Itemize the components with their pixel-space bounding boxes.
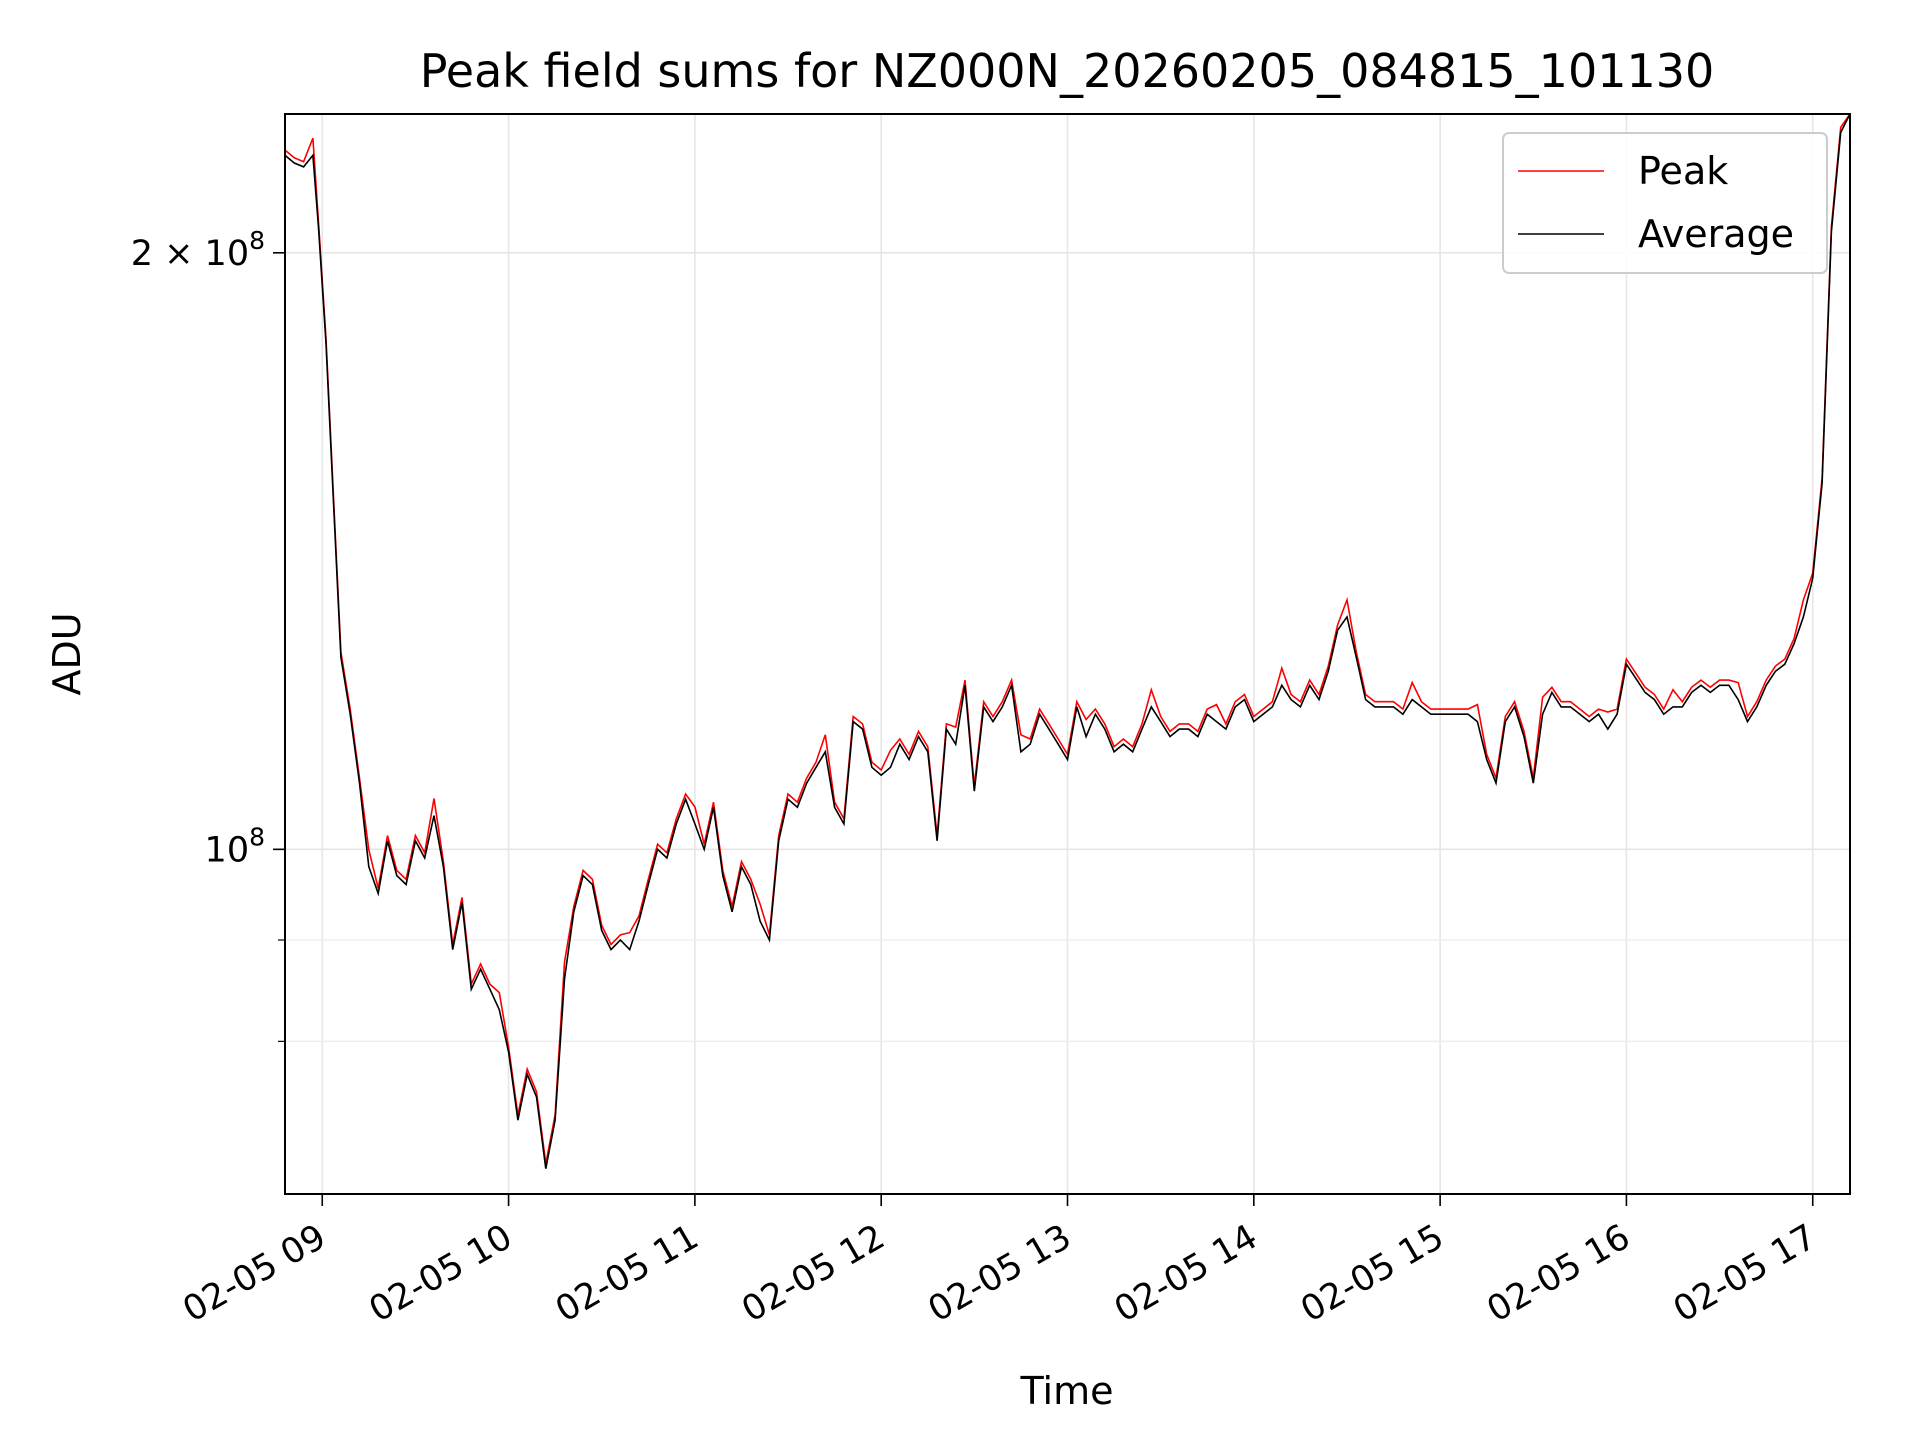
series-layer bbox=[285, 114, 1850, 1169]
x-axis-label: Time bbox=[1020, 1369, 1114, 1413]
y-axis-label: ADU bbox=[45, 612, 89, 695]
legend: Peak Average bbox=[1502, 132, 1828, 274]
x-tick-label: 02-05 12 bbox=[735, 1217, 891, 1330]
x-tick-label: 02-05 09 bbox=[176, 1217, 332, 1330]
legend-label-average: Average bbox=[1638, 212, 1794, 256]
x-tick-label: 02-05 16 bbox=[1481, 1217, 1637, 1330]
x-tick-label: 02-05 17 bbox=[1667, 1217, 1823, 1330]
x-tick-label: 02-05 14 bbox=[1108, 1217, 1264, 1330]
y-tick-label: 2 × 108 bbox=[131, 226, 265, 274]
chart-title: Peak field sums for NZ000N_20260205_0848… bbox=[420, 44, 1715, 98]
x-tick-label: 02-05 10 bbox=[363, 1217, 519, 1330]
x-tick-label: 02-05 11 bbox=[549, 1217, 705, 1330]
x-tick-label: 02-05 13 bbox=[922, 1217, 1078, 1330]
y-tick-label: 108 bbox=[205, 822, 265, 870]
x-tick-label: 02-05 15 bbox=[1294, 1217, 1450, 1330]
legend-box bbox=[1502, 132, 1828, 274]
series-average-line bbox=[285, 114, 1850, 1169]
legend-label-peak: Peak bbox=[1638, 149, 1728, 193]
